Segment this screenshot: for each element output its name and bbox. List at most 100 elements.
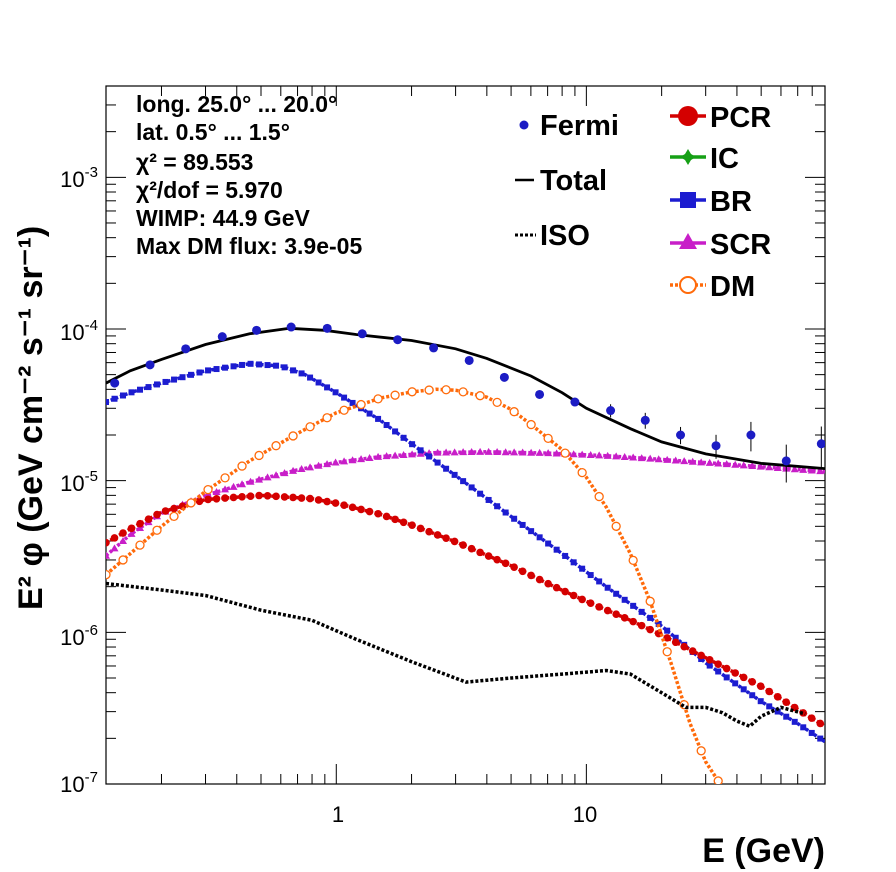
- br-marker: [307, 374, 314, 381]
- dm-marker: [424, 385, 434, 395]
- dm-marker: [106, 570, 111, 580]
- pcr-marker: [119, 529, 127, 537]
- br-marker: [587, 572, 594, 579]
- dm-marker: [628, 555, 638, 566]
- pcr-marker: [680, 642, 688, 651]
- pcr-marker: [229, 493, 238, 502]
- br-marker: [562, 552, 569, 559]
- br-marker: [545, 540, 552, 547]
- legend-label-pcr: PCR: [710, 102, 771, 134]
- pcr-marker: [493, 555, 501, 564]
- br-marker: [536, 534, 543, 541]
- br-marker: [672, 634, 679, 641]
- pcr-marker: [374, 509, 382, 518]
- dm-marker: [662, 647, 672, 657]
- scr-marker: [671, 456, 680, 464]
- dm-marker: [594, 491, 604, 502]
- pcr-marker: [391, 515, 399, 524]
- legend-entry-scr: SCR: [670, 229, 771, 261]
- scr-marker: [629, 453, 638, 461]
- br-marker: [732, 680, 739, 687]
- scr-marker: [739, 461, 748, 469]
- series-line-scr: [106, 450, 825, 558]
- pcr-marker: [671, 638, 680, 647]
- pcr-marker: [510, 563, 518, 571]
- scr-marker: [365, 454, 374, 462]
- dm-marker: [441, 385, 451, 395]
- br-marker: [154, 381, 161, 388]
- dm-marker: [203, 484, 213, 495]
- pcr-marker: [238, 493, 246, 501]
- dm-marker: [169, 511, 179, 522]
- scr-marker: [442, 448, 451, 456]
- br-marker: [774, 708, 781, 715]
- legend-marker-dm: [679, 276, 697, 294]
- y-tick-label: 10-7: [60, 769, 98, 797]
- scr-marker: [314, 461, 323, 469]
- info-max-dm-flux: Max DM flux: 3.9e-05: [136, 233, 362, 259]
- br-marker: [443, 465, 450, 472]
- br-marker: [528, 528, 535, 535]
- scr-marker: [459, 448, 468, 456]
- fermi-point: [110, 378, 120, 388]
- pcr-marker: [425, 527, 433, 536]
- fermi-point: [464, 355, 474, 365]
- dm-marker: [458, 387, 468, 397]
- pcr-marker: [731, 669, 740, 677]
- pcr-marker: [433, 531, 442, 539]
- info-chi2-dof: χ²/dof = 5.970: [136, 177, 283, 203]
- legend-entry-total: Total: [515, 165, 607, 197]
- pcr-marker: [773, 693, 782, 701]
- br-marker: [392, 428, 399, 435]
- pcr-marker: [637, 621, 646, 630]
- pcr-marker: [782, 698, 791, 707]
- br-marker: [349, 399, 356, 406]
- br-marker: [128, 389, 135, 396]
- info-block: long. 25.0° ... 20.0° lat. 0.5° ... 1.5°…: [136, 91, 362, 259]
- br-marker: [366, 410, 373, 417]
- pcr-marker: [569, 591, 578, 600]
- fermi-point: [711, 441, 721, 451]
- pcr-marker: [705, 656, 714, 664]
- br-marker: [570, 559, 577, 566]
- br-marker: [664, 627, 671, 634]
- dm-marker: [509, 407, 519, 417]
- br-marker: [485, 496, 492, 503]
- br-marker: [273, 362, 280, 369]
- legend-entry-fermi: Fermi: [519, 110, 619, 142]
- scr-marker: [357, 455, 366, 463]
- pcr-marker: [306, 494, 314, 503]
- y-tick-label: 10-5: [60, 468, 98, 496]
- scr-marker: [756, 462, 765, 470]
- legend-label-dm: DM: [710, 271, 755, 303]
- pcr-marker: [212, 494, 221, 503]
- series-layer: [106, 322, 825, 784]
- series-fermi: [110, 322, 825, 483]
- pcr-marker: [756, 682, 765, 690]
- fermi-point: [606, 406, 616, 416]
- br-marker: [213, 366, 220, 373]
- dm-marker: [271, 441, 281, 451]
- pcr-marker: [714, 660, 722, 669]
- br-marker: [817, 735, 824, 742]
- scr-marker: [637, 454, 646, 462]
- dm-marker: [356, 399, 366, 410]
- pcr-marker: [722, 664, 731, 673]
- pcr-marker: [263, 491, 272, 500]
- legend-right: PCR IC BR SCR DM: [670, 102, 771, 303]
- scr-marker: [467, 448, 476, 456]
- scr-marker: [773, 463, 782, 471]
- scr-marker: [552, 449, 561, 457]
- br-marker: [749, 692, 756, 699]
- scr-marker: [586, 451, 595, 459]
- br-marker: [791, 718, 798, 725]
- pcr-marker: [561, 587, 569, 596]
- br-marker: [460, 478, 467, 485]
- fermi-point: [676, 430, 686, 440]
- dm-marker: [492, 397, 502, 408]
- y-tick-label: 10-6: [60, 622, 98, 650]
- pcr-marker: [739, 673, 748, 682]
- scr-marker: [374, 452, 383, 460]
- br-marker: [256, 361, 263, 368]
- br-marker: [494, 503, 501, 510]
